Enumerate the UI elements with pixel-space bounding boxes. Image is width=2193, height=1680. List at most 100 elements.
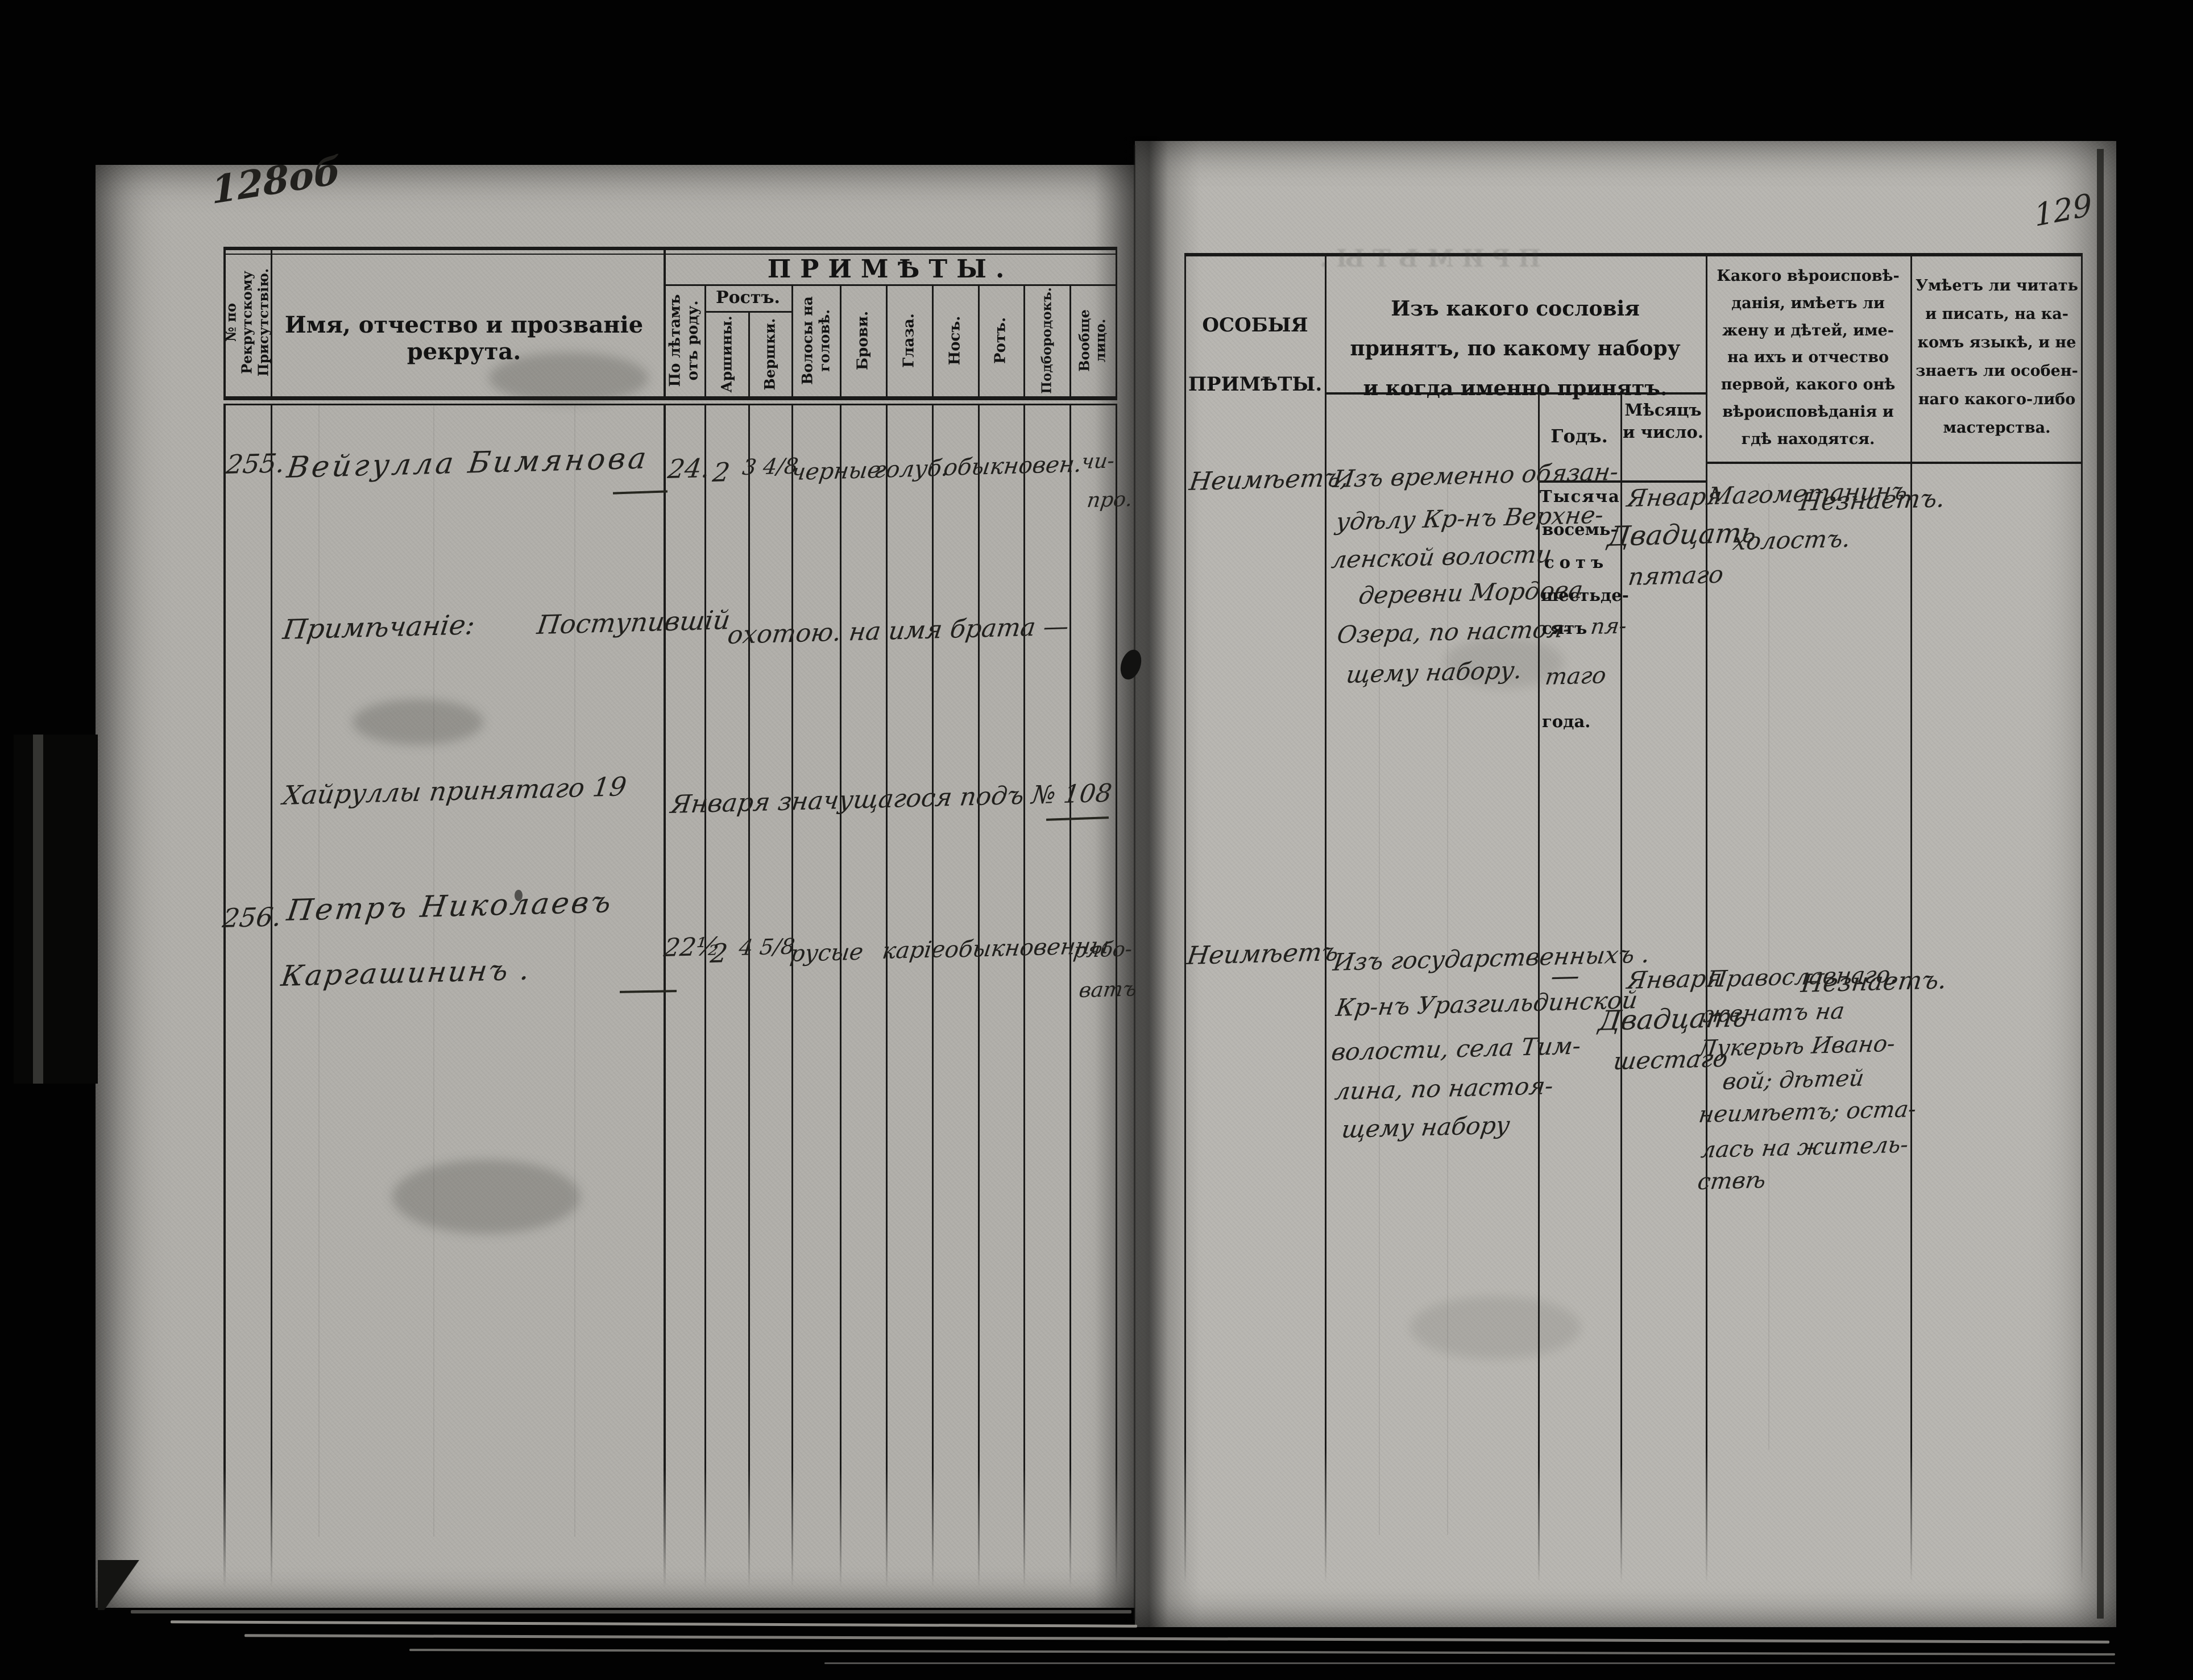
column-header-name: Имя, отчество и прозваніе рекрута. <box>284 312 644 365</box>
record-255-face-b: про. <box>1085 487 1134 512</box>
record-256-religion-7: ствѣ <box>1695 1167 1768 1195</box>
column-header-religion: Какого вѣроисповѣ- данія, имѣетъ ли жену… <box>1717 267 1900 448</box>
column-header-estate: Изъ какого сословія принятъ, по какому н… <box>1350 297 1681 401</box>
table-rule <box>223 254 1117 255</box>
record-256-vershki: 4 5/8 <box>737 934 797 960</box>
table-rule <box>223 405 226 1588</box>
table-rule <box>704 311 791 313</box>
table-rule <box>704 405 706 1588</box>
record-256-religion-3: Лукерьѣ Ивано- <box>1695 1030 1897 1062</box>
pencil-guide-line <box>1379 483 1380 1535</box>
table-rule <box>1116 247 1117 396</box>
spine-fold-line <box>1134 145 1135 1620</box>
primety-title: ПРИМѢТЫ. <box>767 255 1014 284</box>
bleedthrough-smudge <box>489 352 648 404</box>
column-header-chin: Подбородокъ. <box>1038 287 1054 394</box>
bleedthrough-smudge <box>353 699 483 745</box>
column-header-number: № по Рекрутскому Присутствію. <box>222 248 271 396</box>
page-stack-edge <box>170 1620 1138 1628</box>
table-rule <box>840 405 841 1588</box>
table-rule <box>223 247 226 396</box>
table-rule <box>664 405 666 1588</box>
pencil-guide-line <box>574 405 575 1537</box>
table-rule <box>791 284 793 396</box>
record-256-eyes: каріе <box>880 936 947 964</box>
page-stack-edge <box>409 1649 2115 1656</box>
table-rule <box>223 396 1117 400</box>
page-corner-fold <box>98 1560 152 1610</box>
record-255-religion-2: холостъ. <box>1731 524 1852 555</box>
table-rule <box>704 284 706 396</box>
ink-speck <box>515 890 523 901</box>
record-255-month-3: пятаго <box>1626 560 1726 591</box>
pencil-guide-line <box>433 405 434 1537</box>
table-rule <box>1184 253 1186 1583</box>
column-header-eyes: Глаза. <box>900 313 918 368</box>
column-header-mouth: Ротъ. <box>992 317 1009 364</box>
record-255-year-2: восемь– <box>1542 520 1619 539</box>
column-header-rost: Ростъ. <box>716 288 780 308</box>
page-stack-edge <box>824 1662 2115 1664</box>
table-rule <box>1620 392 1622 1583</box>
record-256-religion-4: вой; дѣтей <box>1721 1065 1866 1095</box>
column-header-month: Мѣсяцъ и число. <box>1623 400 1703 442</box>
column-header-year: Годъ. <box>1551 425 1608 447</box>
record-255-year-hand-a: пя- <box>1589 613 1628 639</box>
table-rule <box>886 284 888 396</box>
record-255-year-5: сятъ <box>1542 619 1587 638</box>
record-256-literacy: Незнаетъ. <box>1799 965 1949 998</box>
record-255-note-a: Примѣчаніе: <box>281 609 477 646</box>
column-header-number-label: № по Рекрутскому Присутствію. <box>222 268 271 377</box>
column-header-age: По лѣтамъ отъ роду. <box>666 293 701 387</box>
pencil-guide-line <box>1447 483 1448 1535</box>
table-rule <box>1069 405 1071 1588</box>
table-rule <box>271 247 272 396</box>
column-header-arshins: Аршины. <box>718 316 735 393</box>
record-256-religion-6: лась на житель- <box>1699 1131 1910 1163</box>
table-rule <box>791 405 793 1588</box>
bleedthrough-smudge <box>1444 637 1564 688</box>
pencil-guide-line <box>1768 483 1769 1450</box>
table-rule <box>223 404 1117 405</box>
record-255-age: 24. <box>666 453 712 484</box>
column-header-vershki: Вершки. <box>761 318 778 391</box>
record-256-number: 256. <box>221 901 284 934</box>
table-rule <box>1706 253 1707 1583</box>
table-rule <box>978 405 980 1588</box>
right-page <box>1135 141 2116 1627</box>
table-rule <box>1023 405 1025 1588</box>
record-256-estate-4: лина, по настоя- <box>1333 1072 1555 1105</box>
record-255-number: 255. <box>224 447 287 480</box>
record-256-face-b: ватъ <box>1077 977 1138 1002</box>
column-header-hair: Волосы на головѣ. <box>799 296 832 385</box>
left-page <box>96 165 1135 1608</box>
table-rule <box>1325 392 1706 395</box>
record-256-religion-2: женатъ на <box>1701 998 1846 1028</box>
table-rule <box>932 284 934 396</box>
table-rule <box>2081 253 2083 1583</box>
table-rule <box>840 284 841 396</box>
column-header-special-1: ОСОБЫЯ <box>1202 314 1308 337</box>
column-header-nose: Носъ. <box>946 316 964 365</box>
record-256-estate-5: щему набору <box>1340 1111 1512 1143</box>
record-256-face-a: рябо- <box>1072 938 1134 963</box>
table-rule <box>748 405 750 1588</box>
record-255-year-3: сотъ <box>1544 553 1609 572</box>
table-rule <box>748 312 750 396</box>
column-header-literacy: Умѣетъ ли читать и писать, на ка- комъ я… <box>1916 277 2078 437</box>
record-255-literacy: Незнаетъ. <box>1797 484 1947 517</box>
table-rule <box>1325 253 1326 1583</box>
record-256-name-2: Каргашининъ . <box>279 953 533 993</box>
record-255-nose: обыкновен. <box>942 451 1084 481</box>
table-rule <box>271 405 272 1588</box>
table-rule <box>1185 253 2082 256</box>
table-rule <box>1706 462 2081 464</box>
bleedthrough-ghost-text: ПРИМѢТЫ. <box>1312 244 1541 272</box>
record-256-year-dash: — <box>1549 959 1582 993</box>
column-header-special-2: ПРИМѢТЫ. <box>1188 373 1323 396</box>
table-rule <box>223 247 1117 250</box>
table-rule <box>978 284 980 396</box>
bleedthrough-smudge <box>392 1160 580 1234</box>
record-255-face-a: чи- <box>1080 449 1116 474</box>
